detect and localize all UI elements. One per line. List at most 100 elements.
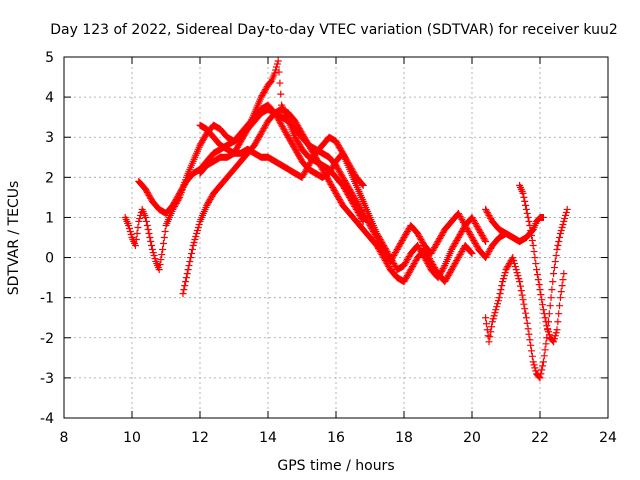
data-point — [300, 132, 308, 140]
data-point — [441, 278, 449, 286]
data-point — [257, 93, 265, 101]
data-point — [325, 177, 333, 185]
data-point — [499, 275, 507, 283]
data-point — [294, 122, 302, 130]
data-point — [142, 217, 150, 225]
data-point — [393, 246, 401, 254]
data-point — [432, 241, 440, 249]
x-tick-label: 16 — [327, 430, 345, 446]
data-point — [445, 270, 453, 278]
data-point — [253, 137, 261, 145]
data-point — [344, 190, 352, 198]
data-point — [295, 141, 303, 149]
data-point — [204, 200, 212, 208]
data-point — [147, 194, 155, 202]
data-point — [348, 166, 356, 174]
data-point — [431, 242, 439, 250]
data-point — [382, 258, 390, 266]
data-point — [420, 246, 428, 254]
data-point — [486, 246, 494, 254]
data-point — [187, 254, 195, 262]
y-tick-label: 3 — [45, 130, 54, 146]
data-point — [338, 172, 346, 180]
data-point — [530, 248, 538, 256]
data-point — [443, 275, 450, 283]
data-point — [337, 146, 345, 154]
data-point — [477, 230, 485, 238]
data-point — [279, 124, 287, 132]
data-point — [532, 260, 540, 268]
data-point — [184, 266, 192, 274]
data-point — [536, 286, 544, 294]
data-point — [433, 239, 441, 247]
data-point — [560, 270, 568, 278]
data-point — [458, 248, 466, 256]
data-point — [303, 138, 311, 146]
data-point — [385, 251, 393, 259]
data-point — [408, 264, 416, 272]
data-point — [182, 274, 190, 282]
data-point — [299, 131, 307, 139]
data-point — [291, 117, 299, 125]
data-point — [292, 119, 300, 127]
data-point — [208, 192, 216, 200]
data-point — [292, 147, 300, 155]
data-point — [482, 238, 490, 246]
data-point — [341, 176, 348, 184]
data-point — [391, 261, 399, 269]
data-point — [336, 197, 344, 205]
y-tick-label: -1 — [40, 291, 54, 307]
data-point — [341, 186, 349, 194]
data-point — [520, 193, 528, 201]
data-point — [477, 228, 484, 236]
data-point — [309, 154, 317, 162]
data-point — [454, 235, 462, 243]
data-point — [127, 230, 135, 238]
data-point — [469, 215, 477, 223]
data-point — [144, 225, 152, 233]
data-point — [340, 151, 348, 159]
data-point — [487, 328, 495, 336]
data-point — [538, 296, 546, 304]
data-point — [193, 226, 201, 234]
data-point — [375, 246, 383, 254]
data-point — [521, 305, 529, 313]
data-point — [519, 189, 527, 197]
data-point — [375, 245, 382, 253]
data-point — [563, 205, 571, 213]
data-point — [335, 195, 343, 203]
data-point — [404, 254, 412, 262]
data-point — [359, 217, 367, 225]
data-point — [274, 115, 282, 123]
data-point — [197, 140, 205, 148]
data-point — [437, 231, 445, 239]
data-point — [455, 252, 463, 260]
data-point — [562, 208, 570, 216]
data-point — [131, 242, 139, 250]
data-point — [338, 148, 346, 156]
data-point — [438, 230, 446, 238]
data-point — [307, 157, 315, 165]
data-point — [298, 173, 306, 181]
data-point — [456, 212, 464, 220]
data-point — [513, 269, 521, 277]
data-point — [284, 132, 292, 140]
data-point — [273, 60, 281, 68]
data-point — [489, 315, 497, 323]
data-point — [378, 239, 386, 247]
data-point — [175, 191, 183, 199]
data-point — [333, 139, 341, 147]
data-point — [295, 151, 303, 159]
data-point — [150, 252, 158, 260]
data-point — [386, 254, 394, 262]
data-point — [471, 219, 479, 227]
data-point — [484, 249, 492, 257]
data-point — [400, 234, 408, 241]
data-point — [470, 237, 478, 245]
data-point — [485, 338, 493, 346]
data-point — [304, 140, 312, 148]
data-point — [421, 247, 429, 255]
data-point — [544, 325, 552, 333]
data-point — [481, 236, 489, 244]
data-point — [326, 179, 334, 187]
